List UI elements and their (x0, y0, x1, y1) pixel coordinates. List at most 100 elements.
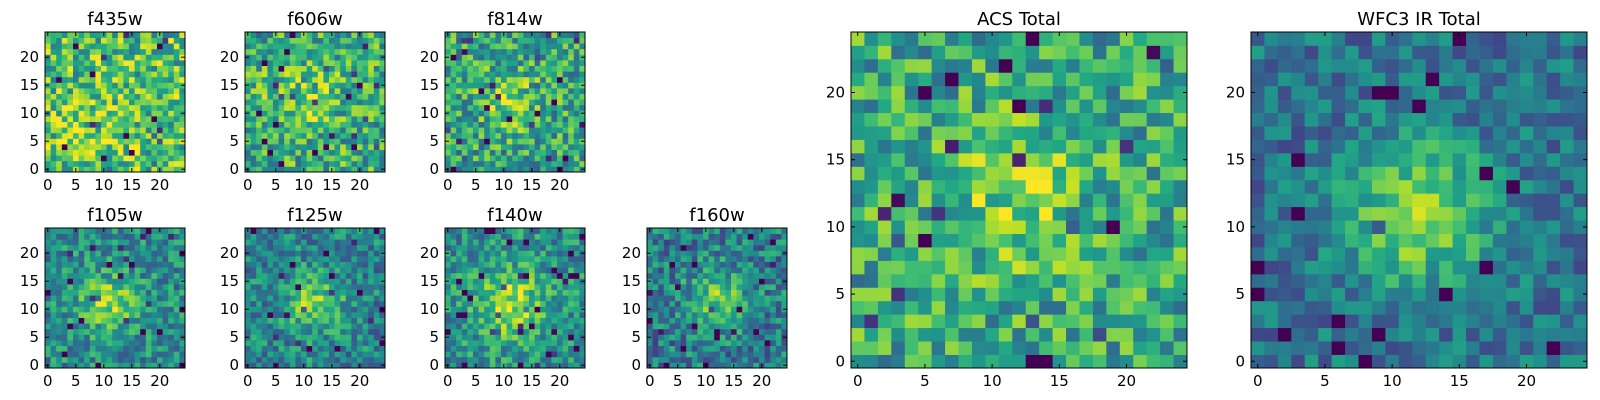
heatmap-cell (489, 239, 496, 246)
heatmap-cell (95, 256, 102, 262)
heatmap-cell (478, 121, 485, 128)
heatmap-cell (1092, 300, 1107, 315)
heatmap-cell (373, 65, 380, 72)
heatmap-cell (67, 104, 74, 111)
heatmap-cell (362, 48, 369, 55)
heatmap-cell (652, 334, 659, 341)
heatmap-cell (450, 82, 457, 89)
heatmap-cell (306, 144, 313, 150)
heatmap-cell (312, 144, 319, 150)
heatmap-cell (345, 60, 352, 66)
heatmap-cell (117, 328, 124, 335)
heatmap-cell (145, 362, 152, 369)
heatmap-cell (456, 48, 463, 55)
heatmap-cell (117, 228, 124, 234)
heatmap-cell (1025, 260, 1040, 275)
heatmap-cell (573, 244, 580, 251)
heatmap-cell (106, 37, 113, 44)
heatmap-cell (680, 233, 687, 240)
heatmap-cell (517, 121, 524, 128)
heatmap-cell (545, 356, 552, 363)
heatmap-cell (345, 306, 352, 313)
heatmap-cell (56, 306, 63, 313)
heatmap-cell (145, 127, 152, 134)
heatmap-cell (56, 144, 63, 150)
heatmap-cell (134, 104, 141, 111)
heatmap-cell (89, 323, 96, 330)
heatmap-cell (78, 48, 85, 55)
heatmap-cell (89, 328, 96, 335)
heatmap-cell (931, 354, 946, 369)
heatmap-cell (1119, 247, 1134, 261)
heatmap-cell (112, 149, 119, 156)
heatmap-cell (289, 93, 296, 100)
heatmap-cell (484, 284, 491, 290)
heatmap-cell (261, 166, 268, 173)
heatmap-cell (345, 328, 352, 335)
heatmap-cell (301, 267, 307, 274)
heatmap-cell (301, 138, 307, 145)
heatmap-cell (686, 328, 693, 335)
heatmap-cell (1012, 273, 1027, 288)
heatmap-cell (256, 32, 263, 38)
heatmap-cell (362, 54, 369, 61)
heatmap-cell (278, 312, 285, 318)
heatmap-cell (151, 138, 158, 145)
heatmap-cell (245, 261, 251, 268)
heatmap-cell (61, 261, 68, 268)
heatmap-cell (851, 327, 865, 342)
heatmap-cell (351, 144, 358, 150)
heatmap-cell (357, 300, 363, 307)
heatmap-cell (1066, 260, 1080, 275)
heatmap-cell (357, 244, 363, 251)
heatmap-cell (151, 127, 158, 134)
heatmap-cell (529, 278, 535, 285)
heatmap-cell (484, 345, 491, 352)
heatmap-cell (334, 345, 341, 352)
heatmap-cell (506, 261, 513, 268)
heatmap-cell (140, 54, 147, 61)
heatmap-cell (95, 317, 102, 324)
heatmap-cell (78, 60, 85, 66)
heatmap-cell (179, 356, 186, 363)
heatmap-cell (306, 300, 313, 307)
heatmap-cell (1133, 166, 1148, 181)
heatmap-cell (179, 267, 186, 274)
heatmap-cell (985, 220, 1000, 234)
heatmap-cell (1012, 314, 1027, 329)
heatmap-cell (173, 244, 180, 251)
heatmap-cell (317, 76, 324, 83)
heatmap-cell (495, 351, 502, 358)
heatmap-cell (719, 272, 726, 279)
heatmap-cell (73, 340, 79, 346)
heatmap-cell (450, 104, 457, 111)
heatmap-cell (506, 160, 513, 167)
heatmap-cell (112, 306, 119, 313)
heatmap-cell (545, 110, 552, 117)
heatmap-cell (484, 54, 491, 61)
heatmap-cell (540, 60, 547, 66)
heatmap-cell (157, 127, 163, 134)
heatmap-cell (289, 239, 296, 246)
heatmap-cell (931, 247, 946, 261)
heatmap-cell (67, 351, 74, 358)
heatmap-cell (245, 351, 251, 358)
heatmap-cell (134, 267, 141, 274)
heatmap-cell (747, 300, 754, 307)
heatmap-cell (495, 116, 502, 122)
heatmap-cell (523, 43, 530, 50)
heatmap-cell (675, 272, 681, 279)
heatmap-cell (284, 300, 291, 307)
heatmap-cell (261, 82, 268, 89)
heatmap-cell (540, 37, 547, 44)
heatmap-cell (50, 132, 57, 139)
heatmap-cell (173, 32, 180, 38)
heatmap-cell (467, 256, 474, 262)
heatmap-cell (362, 345, 369, 352)
heatmap-cell (101, 289, 107, 296)
heatmap-cell (123, 65, 130, 72)
heatmap-cell (759, 267, 765, 274)
heatmap-cell (89, 132, 96, 139)
heatmap-cell (357, 267, 363, 274)
heatmap-cell (140, 261, 147, 268)
